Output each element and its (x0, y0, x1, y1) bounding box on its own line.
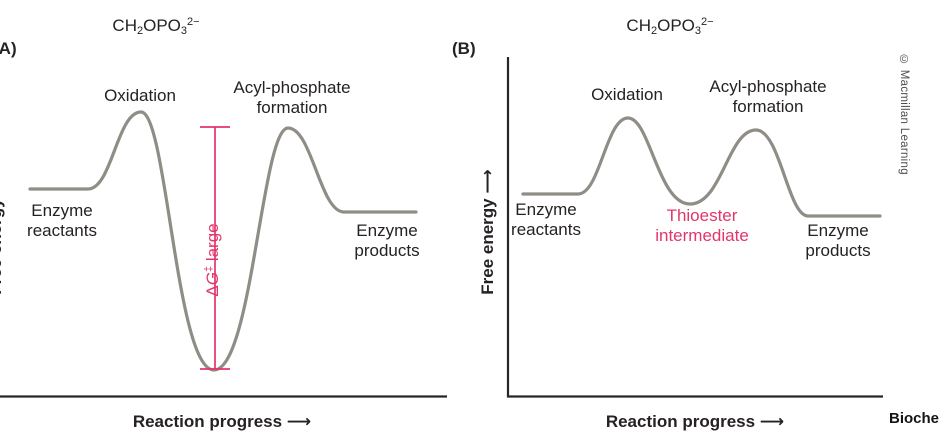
panel-a-oxidation-label: Oxidation (104, 86, 176, 105)
panel-a-enzyme-products-label: Enzyme products (354, 221, 420, 260)
formula-text: CH (626, 16, 651, 35)
panel-b-acyl-phosphate-label: Acyl-phosphate formation (709, 77, 827, 116)
gibbs-symbol: G (203, 272, 222, 286)
formula-charge: 2− (187, 16, 200, 28)
formula-text: OPO (143, 16, 181, 35)
double-dagger-symbol: ‡ (203, 265, 215, 273)
delta-g-suffix: large (203, 223, 222, 266)
thioester-intermediate-label: Thioester intermediate (655, 206, 749, 245)
panel-b-oxidation-label: Oxidation (591, 85, 663, 104)
chem-formula-right: CH2OPO32− (610, 0, 730, 41)
formula-text: CH (112, 16, 137, 35)
formula-text: OPO (657, 16, 695, 35)
macmillan-copyright: © Macmillan Learning (898, 54, 910, 175)
panel-b-enzyme-reactants-label: Enzyme reactants (511, 200, 581, 239)
panel-b-label: (B) (452, 39, 476, 58)
panel-b-enzyme-products-label: Enzyme products (805, 221, 871, 260)
caption-fragment: Bioche (889, 410, 940, 427)
delta-g-large-label: ΔG‡ large (179, 180, 223, 340)
panel-a-y-axis-label: Free energy ⟶ (0, 169, 5, 295)
formula-subscript: 3 (694, 25, 702, 37)
formula-charge: 2− (701, 16, 714, 28)
panel-a-label: (A) (0, 39, 17, 58)
energy-curve-b (521, 116, 882, 218)
panel-a-acyl-phosphate-label: Acyl-phosphate formation (233, 78, 351, 117)
panel-b-x-axis-label: Reaction progress ⟶ (605, 412, 785, 431)
panel-a-enzyme-reactants-label: Enzyme reactants (27, 201, 97, 240)
formula-subscript: 2 (136, 25, 144, 37)
energy-curve-a (28, 110, 418, 372)
panel-b-y-axis-label: Free energy ⟶ (478, 169, 497, 295)
panel-a-x-axis-label: Reaction progress ⟶ (132, 412, 312, 431)
formula-subscript: 2 (650, 25, 658, 37)
chem-formula-left: CH2OPO32− (96, 0, 216, 41)
delta-symbol: Δ (203, 285, 222, 297)
formula-subscript: 3 (180, 25, 188, 37)
